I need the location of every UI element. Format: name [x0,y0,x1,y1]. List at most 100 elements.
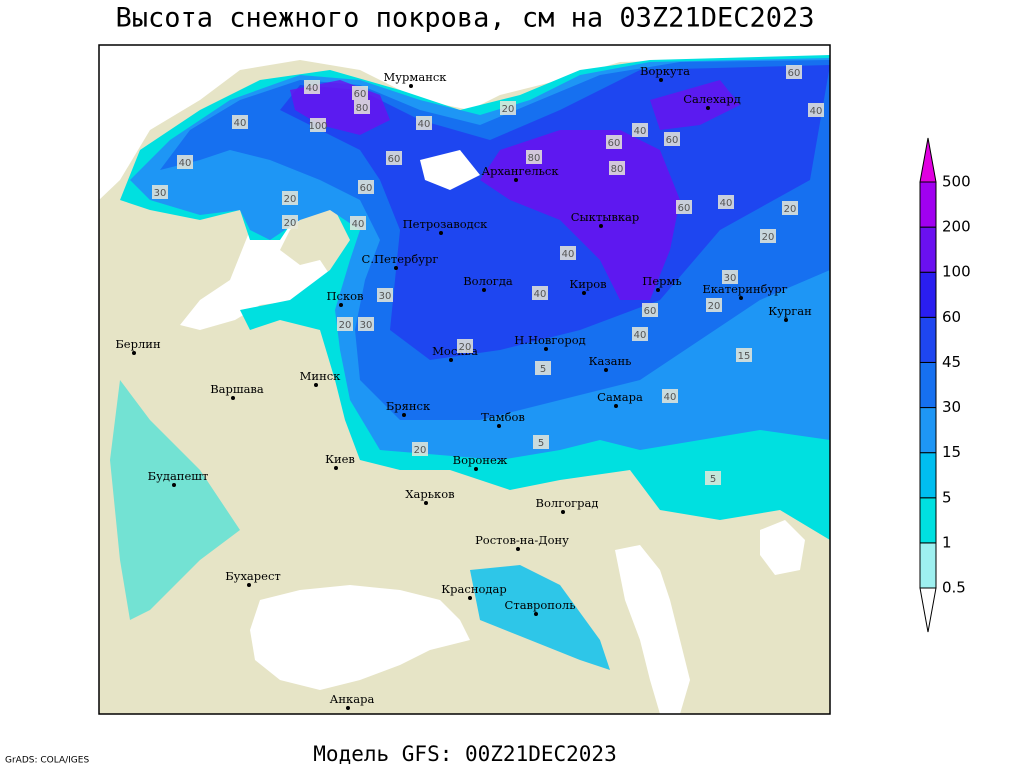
city-label: Мурманск [384,70,448,84]
city-dot [706,106,710,110]
legend-swatch [919,226,937,273]
contour-label-box [676,200,692,214]
contour-label: 40 [562,249,575,260]
contour-label: 40 [534,289,547,300]
contour-label: 40 [234,118,247,129]
city-dot [474,467,478,471]
contour-label-box [705,471,721,485]
contour-label-box [664,132,680,146]
contour-label-box [377,288,393,302]
city-dot [544,347,548,351]
contour-label-box [304,80,320,94]
contour-label: 40 [306,83,319,94]
contour-label-box [782,201,798,215]
city-label: Салехард [683,92,741,106]
city-dot [561,510,565,514]
contour-label-box [500,101,516,115]
contour-label-box [632,327,648,341]
contour-label-box [662,389,678,403]
contour-label: 60 [360,183,373,194]
legend-swatch [919,271,937,318]
city-dot [656,288,660,292]
contour-label-box [526,150,542,164]
city-dot [784,318,788,322]
city-dot [599,224,603,228]
city-dot [346,706,350,710]
contour-label-box [786,65,802,79]
city-dot [339,303,343,307]
city-dot [334,466,338,470]
city-label: Варшава [210,382,264,396]
map-frame [98,44,831,715]
city-dot [132,351,136,355]
legend-label: 45 [942,353,961,371]
contour-label-box [177,155,193,169]
contour-label-box [282,191,298,205]
contour-label: 30 [724,273,737,284]
contour-label: 60 [354,89,367,100]
city-label: Вологда [463,274,513,288]
contour-label-box [606,135,622,149]
contour-label: 20 [339,320,352,331]
city-label: Сыктывкар [571,210,640,224]
city-dot [516,547,520,551]
contour-label-box [310,118,326,132]
title: Высота снежного покрова, см на 03Z21DEC2… [116,3,815,34]
city-dot [534,612,538,616]
contour-label-box [533,435,549,449]
city-dot [468,596,472,600]
contour-label: 40 [418,119,431,130]
contour-label: 40 [634,126,647,137]
contour-label: 40 [720,198,733,209]
city-dot [449,358,453,362]
contour-label-box [722,270,738,284]
contour-label: 80 [611,164,624,175]
legend-swatch [919,542,937,589]
contour-label: 20 [284,194,297,205]
contour-label: 20 [414,445,427,456]
contour-label-box [718,195,734,209]
contour-label-box [736,348,752,362]
contour-label-box [412,442,428,456]
contour-label-box [358,317,374,331]
map [98,44,831,715]
contour-label-box [386,151,402,165]
contour-label: 80 [356,103,369,114]
legend-label: 0.5 [942,579,966,597]
city-label: Тамбов [481,410,525,424]
city-dot [614,404,618,408]
contour-label: 60 [608,138,621,149]
sea-black [250,585,470,690]
contour-label: 20 [284,218,297,229]
city-label: Брянск [386,399,431,413]
city-dot [439,231,443,235]
contour-label: 40 [179,158,192,169]
snow-100-200 [480,130,680,300]
contour-label: 60 [644,306,657,317]
legend-label: 100 [942,263,971,281]
city-label: Архангельск [481,164,559,178]
contour-label: 30 [379,291,392,302]
contour-label-box [808,103,824,117]
contour-label-box [532,286,548,300]
legend-swatch [919,181,937,228]
contour-label-box [632,123,648,137]
city-label: Екатеринбург [702,282,787,296]
contour-label: 30 [154,188,167,199]
contour-label-box [560,246,576,260]
city-dot [582,291,586,295]
snow-alps [110,380,240,620]
contour-label: 40 [352,219,365,230]
contour-label: 60 [678,203,691,214]
sea-north [99,45,830,200]
contour-label-box [535,361,551,375]
snow-caucasus [470,565,610,670]
contour-label: 15 [738,351,751,362]
contour-label: 5 [540,364,546,375]
city-dot [409,84,413,88]
contour-label-box [760,229,776,243]
city-label: Берлин [115,337,161,351]
city-label: С.Петербург [362,252,439,266]
legend-swatch [919,316,937,363]
